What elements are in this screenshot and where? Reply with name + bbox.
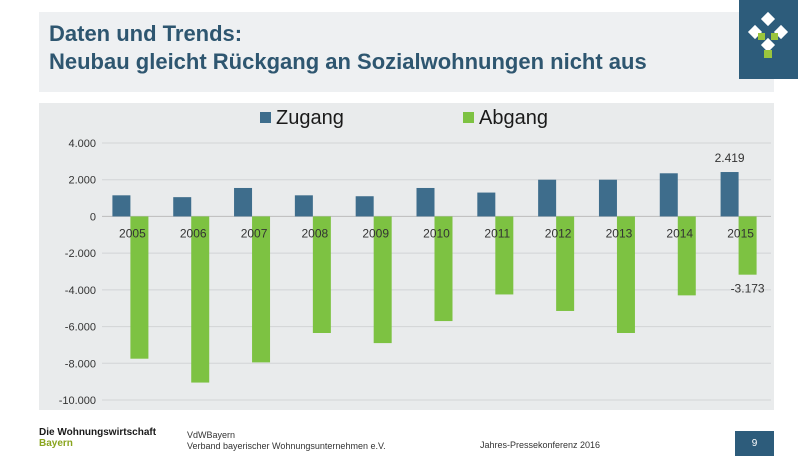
y-tick-label: 2.000 [68, 175, 96, 187]
footer-org: Die Wohnungswirtschaft Bayern [39, 427, 156, 449]
legend-label-abgang: Abgang [479, 107, 548, 129]
footer-org-region: Bayern [39, 438, 73, 449]
x-tick-label: 2005 [119, 226, 146, 240]
x-tick-label: 2015 [727, 226, 754, 240]
y-tick-label: -4.000 [65, 285, 96, 297]
bar-abgang-2008 [312, 216, 331, 333]
y-tick-label: -8.000 [65, 358, 96, 370]
bar-abgang-2011 [495, 216, 514, 295]
x-tick-label: 2010 [423, 226, 450, 240]
y-tick-label: -10.000 [59, 395, 96, 407]
x-tick-label: 2014 [666, 226, 693, 240]
bar-abgang-2007 [252, 216, 271, 363]
x-tick-label: 2011 [484, 226, 510, 240]
cube-logo-icon [747, 11, 789, 58]
footer-assoc-full: Verband bayerischer Wohnungsunternehmen … [187, 441, 386, 451]
bar-abgang-2013 [616, 216, 635, 333]
x-tick-label: 2013 [606, 226, 633, 240]
association-logo [739, 0, 798, 79]
data-label-zugang: 2.419 [715, 151, 745, 165]
page-number: 9 [735, 431, 774, 456]
x-tick-label: 2008 [302, 226, 329, 240]
page-title-line-2: Neubau gleicht Rückgang an Sozialwohnung… [49, 49, 647, 74]
page-title-line-1: Daten und Trends: [49, 21, 243, 46]
bar-zugang-2010 [416, 187, 435, 217]
footer-org-name: Die Wohnungswirtschaft [39, 427, 157, 438]
bar-zugang-2009 [355, 196, 374, 217]
footer-assoc-short: VdWBayern [187, 430, 236, 440]
y-tick-label: 0 [90, 211, 96, 223]
bar-zugang-2015 [720, 172, 739, 217]
legend-swatch-zugang [260, 112, 271, 123]
bar-abgang-2015 [738, 216, 757, 275]
footer-association: VdWBayern Verband bayerischer Wohnungsun… [187, 430, 386, 452]
bar-zugang-2012 [538, 179, 557, 217]
bar-zugang-2006 [173, 197, 192, 217]
bar-chart: Zugang Abgang 4.000 2.000 0 -2.000 -4.000 -6.0… [39, 103, 774, 410]
footer-conference: Jahres-Pressekonferenz 2016 [480, 440, 601, 450]
bar-zugang-2013 [598, 179, 617, 217]
data-label-abgang: -3.173 [731, 282, 765, 296]
bar-zugang-2014 [659, 173, 678, 217]
bar-zugang-2007 [234, 187, 253, 217]
bar-abgang-2012 [556, 216, 575, 311]
bar-abgang-2010 [434, 216, 453, 322]
x-tick-label: 2007 [241, 226, 268, 240]
chart: Zugang Abgang 4.000 2.000 0 -2.000 -4.000 -6.0… [39, 103, 774, 410]
y-tick-label: -2.000 [65, 248, 96, 260]
legend-swatch-abgang [463, 112, 474, 123]
bar-abgang-2014 [677, 216, 696, 296]
title-band [39, 12, 774, 92]
x-tick-label: 2006 [180, 226, 207, 240]
bar-abgang-2006 [191, 216, 210, 383]
y-tick-label: -6.000 [65, 322, 96, 334]
bar-abgang-2009 [373, 216, 392, 344]
bar-zugang-2008 [294, 195, 313, 217]
bar-zugang-2011 [477, 192, 496, 217]
y-tick-label: 4.000 [68, 138, 96, 150]
plot-area [39, 103, 774, 410]
bar-abgang-2005 [130, 216, 149, 359]
page-title: Daten und Trends: Neubau gleicht Rückgan… [49, 20, 647, 76]
legend-label-zugang: Zugang [276, 107, 344, 129]
x-tick-label: 2009 [362, 226, 389, 240]
x-tick-label: 2012 [545, 226, 572, 240]
bar-zugang-2005 [112, 195, 131, 217]
